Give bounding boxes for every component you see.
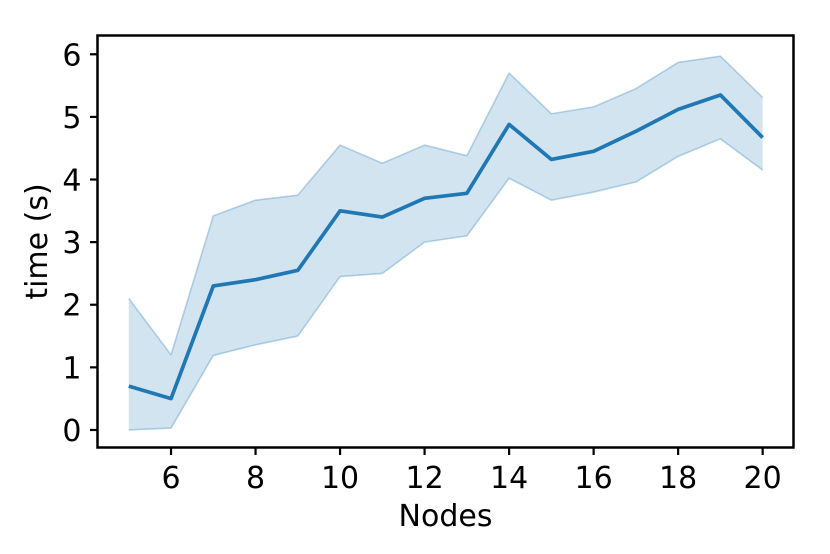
y-tick-label: 4 (62, 164, 81, 199)
confidence-band (128, 56, 763, 430)
x-tick-label: 6 (161, 461, 180, 496)
y-tick-label: 3 (62, 226, 81, 261)
x-tick-label: 12 (405, 461, 443, 496)
x-tick-label: 20 (744, 461, 782, 496)
x-tick-label: 16 (575, 461, 613, 496)
x-axis-label: Nodes (399, 499, 493, 534)
x-tick-label: 8 (246, 461, 265, 496)
y-tick-label: 6 (62, 38, 81, 73)
y-tick-label: 2 (62, 289, 81, 324)
confidence-band-lower-edge (128, 138, 764, 431)
x-tick-label: 14 (490, 461, 528, 496)
confidence-band-upper-edge (128, 55, 764, 356)
y-tick-label: 1 (62, 351, 81, 386)
y-tick-label: 0 (62, 414, 81, 449)
x-tick-label: 10 (321, 461, 359, 496)
y-axis-label: time (s) (20, 183, 55, 299)
mean-line (128, 93, 764, 401)
y-tick-label: 5 (62, 101, 81, 136)
x-tick-label: 18 (659, 461, 697, 496)
